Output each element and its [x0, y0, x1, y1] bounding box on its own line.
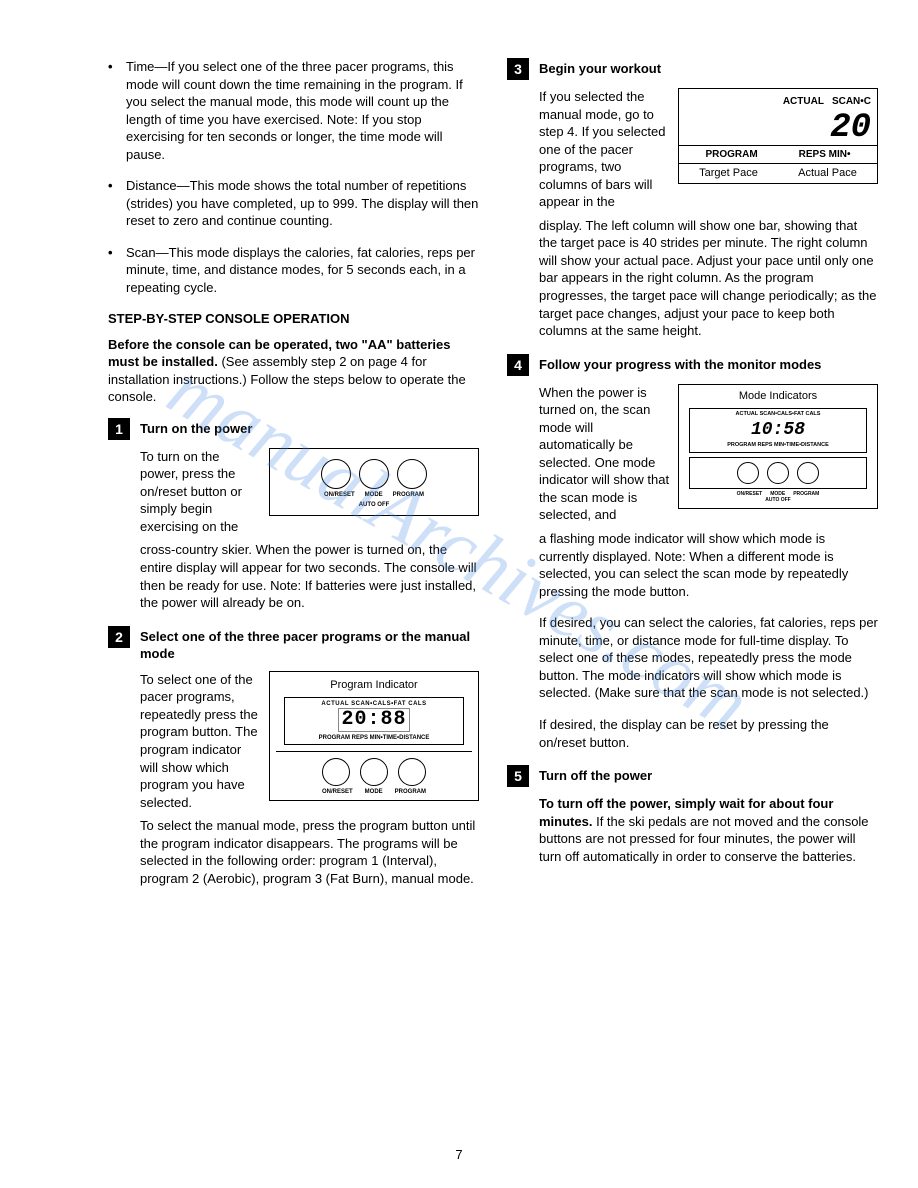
lcd-main-digits: 10:58 — [692, 418, 864, 442]
lcd-display: ACTUAL SCAN•CALS•FAT CALS 20:88 PROGRAM … — [284, 697, 464, 745]
label-program: PROGRAM — [393, 491, 424, 499]
step-3-body: ACTUAL SCAN•C 20 PROGRAM REPS MIN• Targe… — [539, 88, 878, 211]
step-1-wrap-text: To turn on the power, press the on/reset… — [140, 449, 242, 534]
label-program: PROGRAM — [395, 788, 426, 796]
page-number: 7 — [455, 1147, 462, 1162]
label-program: PROGRAM — [793, 491, 819, 498]
step-number-3: 3 — [507, 58, 529, 80]
step-number-1: 1 — [108, 418, 130, 440]
step-4-continuation: a flashing mode indicator will show whic… — [539, 530, 878, 600]
step-2-header: 2 Select one of the three pacer programs… — [108, 626, 479, 663]
figure-mode-indicators: Mode Indicators ACTUAL SCAN•CALS•FAT CAL… — [678, 384, 878, 509]
program-button-icon — [397, 459, 427, 489]
label-onreset: ON/RESET — [322, 788, 353, 796]
pace-caption-row: Target Pace Actual Pace — [679, 163, 877, 181]
program-button-icon — [398, 758, 426, 786]
figure-pace-display: ACTUAL SCAN•C 20 PROGRAM REPS MIN• Targe… — [678, 88, 878, 184]
console-button-row — [276, 751, 472, 786]
label-onreset: ON/RESET — [324, 491, 355, 499]
right-column: 3 Begin your workout ACTUAL SCAN•C 20 PR… — [507, 58, 878, 901]
bullet-dot: • — [108, 177, 126, 230]
step-3-continuation: display. The left column will show one b… — [539, 217, 878, 340]
label-program: PROGRAM — [705, 148, 757, 162]
bullet-text: Distance—This mode shows the total numbe… — [126, 177, 479, 230]
step-5-body: To turn off the power, simply wait for a… — [539, 795, 878, 865]
console-button-row — [689, 457, 867, 489]
step-4-p2: If desired, you can select the calories,… — [539, 614, 878, 702]
section-header: STEP-BY-STEP CONSOLE OPERATION — [108, 311, 479, 326]
lcd-bottom-text: PROGRAM REPS MIN•TIME•DISTANCE — [289, 734, 459, 742]
label-auto-off: AUTO OFF — [683, 497, 873, 504]
console-button-labels: ON/RESET MODE PROGRAM — [683, 491, 873, 498]
caption-actual-pace: Actual Pace — [798, 166, 857, 181]
bullet-text: Scan—This mode displays the calories, fa… — [126, 244, 479, 297]
step-4-p3: If desired, the display can be reset by … — [539, 716, 878, 751]
step-4-wrap-text: When the power is turned on, the scan mo… — [539, 385, 669, 523]
pace-bottom-row: PROGRAM REPS MIN• — [679, 145, 877, 164]
pace-digits: 20 — [679, 111, 877, 145]
label-mode: MODE — [770, 491, 785, 498]
bullet-dot: • — [108, 58, 126, 163]
lcd-main-digits: 20:88 — [338, 708, 409, 732]
step-1-title: Turn on the power — [140, 418, 252, 440]
step-1-continuation: cross-country skier. When the power is t… — [140, 541, 479, 611]
step-2-wrap-text: To select one of the pacer programs, rep… — [140, 672, 258, 810]
step-4-header: 4 Follow your progress with the monitor … — [507, 354, 878, 376]
step-2-continuation: To select the manual mode, press the pro… — [140, 817, 479, 887]
step-4-body: Mode Indicators ACTUAL SCAN•CALS•FAT CAL… — [539, 384, 878, 524]
intro-paragraph: Before the console can be operated, two … — [108, 336, 479, 406]
mode-button-icon — [767, 462, 789, 484]
step-3-title: Begin your workout — [539, 58, 661, 80]
step-2-body: Program Indicator ACTUAL SCAN•CALS•FAT C… — [140, 671, 479, 811]
mode-button-icon — [359, 459, 389, 489]
step-5-title: Turn off the power — [539, 765, 652, 787]
pace-top-row: ACTUAL SCAN•C — [679, 93, 877, 111]
label-mode: MODE — [365, 491, 383, 499]
step-4-title: Follow your progress with the monitor mo… — [539, 354, 821, 376]
lcd-top-text: ACTUAL SCAN•CALS•FAT CALS — [289, 700, 459, 708]
label-onreset: ON/RESET — [737, 491, 763, 498]
label-auto-off: AUTO OFF — [276, 501, 472, 509]
left-column: • Time—If you select one of the three pa… — [108, 58, 479, 901]
figure-program-indicator: Program Indicator ACTUAL SCAN•CALS•FAT C… — [269, 671, 479, 801]
on-reset-button-icon — [321, 459, 351, 489]
bullet-scan: • Scan—This mode displays the calories, … — [108, 244, 479, 297]
on-reset-button-icon — [737, 462, 759, 484]
program-button-icon — [797, 462, 819, 484]
console-button-labels: ON/RESET MODE PROGRAM — [276, 788, 472, 796]
on-reset-button-icon — [322, 758, 350, 786]
two-column-layout: • Time—If you select one of the three pa… — [108, 58, 878, 901]
step-number-4: 4 — [507, 354, 529, 376]
bullet-distance: • Distance—This mode shows the total num… — [108, 177, 479, 230]
step-3-wrap-text: If you selected the manual mode, go to s… — [539, 89, 665, 209]
console-button-labels: ON/RESET MODE PROGRAM — [276, 491, 472, 499]
bullet-dot: • — [108, 244, 126, 297]
label-scan-c: SCAN•C — [832, 95, 871, 109]
step-1-body: ON/RESET MODE PROGRAM AUTO OFF To turn o… — [140, 448, 479, 536]
label-actual: ACTUAL — [783, 95, 824, 109]
label-reps-min: REPS MIN• — [799, 148, 851, 162]
step-3-header: 3 Begin your workout — [507, 58, 878, 80]
label-mode: MODE — [365, 788, 383, 796]
figure-caption: Program Indicator — [276, 678, 472, 693]
lcd-display: ACTUAL SCAN•CALS•FAT CALS 10:58 PROGRAM … — [689, 408, 867, 453]
step-2-title: Select one of the three pacer programs o… — [140, 626, 479, 663]
figure-console-buttons: ON/RESET MODE PROGRAM AUTO OFF — [269, 448, 479, 516]
step-number-5: 5 — [507, 765, 529, 787]
lcd-bottom-text: PROGRAM REPS MIN•TIME•DISTANCE — [692, 442, 864, 449]
step-5-header: 5 Turn off the power — [507, 765, 878, 787]
bullet-text: Time—If you select one of the three pace… — [126, 58, 479, 163]
console-button-row — [276, 459, 472, 489]
step-number-2: 2 — [108, 626, 130, 648]
lcd-top-text: ACTUAL SCAN•CALS•FAT CALS — [692, 411, 864, 418]
bullet-time: • Time—If you select one of the three pa… — [108, 58, 479, 163]
mode-button-icon — [360, 758, 388, 786]
caption-target-pace: Target Pace — [699, 166, 758, 181]
figure-caption: Mode Indicators — [683, 389, 873, 404]
step-1-header: 1 Turn on the power — [108, 418, 479, 440]
